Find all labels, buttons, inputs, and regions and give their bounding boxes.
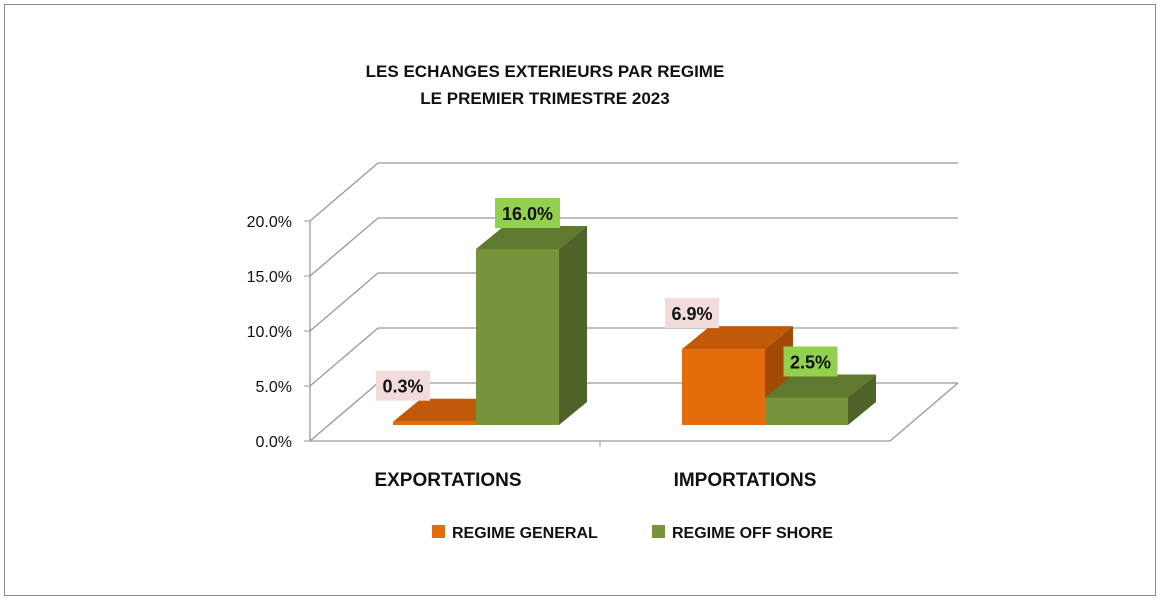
bar — [682, 349, 765, 425]
data-label-bg — [376, 370, 430, 401]
bar — [476, 249, 559, 425]
bar-top — [476, 226, 587, 249]
data-label: 16.0% — [502, 204, 553, 224]
legend-swatch — [652, 525, 665, 538]
bar-top — [765, 374, 876, 398]
bar-side — [559, 226, 587, 425]
y-tick-label: 15.0% — [247, 269, 292, 286]
bar-side — [848, 374, 876, 425]
legend-swatch — [432, 525, 445, 538]
gridline-side — [309, 327, 379, 387]
data-label: 6.9% — [671, 304, 712, 324]
floor-edge — [889, 382, 959, 442]
data-label-bg — [665, 298, 719, 329]
y-tick-label: 5.0% — [256, 379, 292, 396]
chart-title-line: LE PREMIER TRIMESTRE 2023 — [420, 89, 669, 108]
x-category-label: EXPORTATIONS — [374, 470, 521, 491]
bar — [393, 421, 476, 425]
gridline-side — [309, 382, 379, 442]
x-category-label: IMPORTATIONS — [674, 470, 817, 491]
legend-label: REGIME OFF SHORE — [672, 525, 833, 542]
data-label: 2.5% — [790, 353, 831, 373]
gridline-side — [309, 217, 379, 277]
y-tick-label: 10.0% — [247, 324, 292, 341]
y-tick-label: 20.0% — [247, 214, 292, 231]
data-label-bg — [783, 346, 838, 377]
data-label-bg — [495, 198, 560, 228]
y-tick-label: 0.0% — [256, 434, 292, 451]
chart-title-line: LES ECHANGES EXTERIEURS PAR REGIME — [366, 62, 725, 81]
bar — [765, 397, 848, 425]
gridline-side — [309, 272, 379, 332]
gridline-side — [309, 162, 379, 222]
data-label: 0.3% — [382, 377, 423, 397]
legend-label: REGIME GENERAL — [452, 525, 598, 542]
bar-top — [682, 326, 793, 350]
